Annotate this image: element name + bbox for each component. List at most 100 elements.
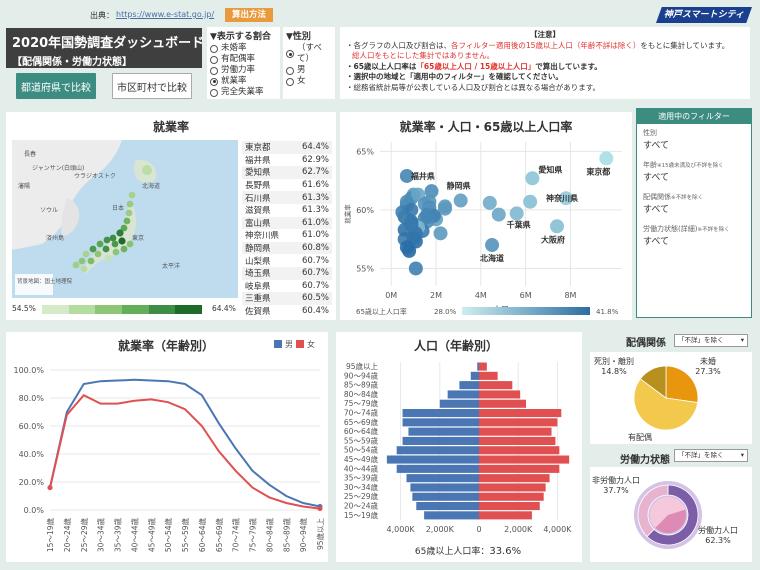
- scatter-point[interactable]: [491, 207, 506, 222]
- male-bar[interactable]: [396, 464, 479, 473]
- table-row[interactable]: 石川県 61.3%: [242, 191, 332, 204]
- scatter-point[interactable]: [509, 206, 524, 221]
- scatter-point[interactable]: [523, 194, 538, 209]
- male-bar[interactable]: [416, 502, 479, 511]
- scatter-point[interactable]: [424, 184, 439, 199]
- male-bar[interactable]: [459, 381, 479, 390]
- table-row[interactable]: 埼玉県 60.7%: [242, 266, 332, 280]
- line-point[interactable]: [317, 506, 323, 512]
- female-bar[interactable]: [479, 399, 527, 408]
- female-bar[interactable]: [479, 492, 544, 501]
- marital-dropdown[interactable]: 「不詳」を除く ▾: [674, 334, 748, 347]
- female-bar[interactable]: [479, 362, 487, 371]
- male-bar[interactable]: [412, 492, 479, 501]
- male-bar[interactable]: [402, 418, 479, 427]
- female-bar[interactable]: [479, 502, 540, 511]
- female-bar[interactable]: [479, 371, 498, 380]
- radio-option[interactable]: 有配偶率: [210, 54, 277, 65]
- female-bar[interactable]: [479, 446, 560, 455]
- pie-slice[interactable]: [665, 365, 699, 404]
- x-tick-label: 50～54歳: [163, 518, 173, 553]
- female-bar[interactable]: [479, 483, 546, 492]
- scatter-point[interactable]: [408, 261, 423, 276]
- male-bar[interactable]: [439, 399, 479, 408]
- male-bar[interactable]: [406, 474, 479, 483]
- table-row[interactable]: 滋賀県 61.3%: [242, 204, 332, 217]
- age-employment-line-chart[interactable]: 就業率（年齢別） 男 女 0.0% 20.0% 40.0% 60.0% 80.0% 100.0%…: [6, 332, 328, 562]
- pie-slice[interactable]: [633, 378, 699, 431]
- table-row[interactable]: 岐阜県 60.7%: [242, 280, 332, 293]
- scatter-point[interactable]: [485, 238, 500, 253]
- scatter-point[interactable]: [399, 168, 414, 183]
- source-link[interactable]: https://www.e-stat.go.jp/: [116, 10, 215, 19]
- scatter-point[interactable]: [437, 199, 452, 214]
- japan-map[interactable]: ジャンサン(白頭山) 長春 ウラジオストク 瀋陽 ソウル 済州島 日本 北海道 …: [12, 140, 238, 298]
- pie-slice[interactable]: [639, 365, 667, 399]
- male-bar[interactable]: [386, 455, 479, 464]
- male-bar[interactable]: [402, 409, 479, 418]
- male-bar[interactable]: [477, 362, 479, 371]
- male-bar[interactable]: [402, 436, 479, 445]
- radio-option[interactable]: 未婚率: [210, 43, 277, 54]
- scatter-point[interactable]: [599, 151, 614, 166]
- male-bar[interactable]: [470, 371, 479, 380]
- table-row[interactable]: 東京都 64.4%: [242, 141, 332, 154]
- scatter-point[interactable]: [399, 240, 414, 255]
- scatter-point[interactable]: [558, 191, 573, 206]
- population-pyramid[interactable]: 人口（年齢別） 4,000K 2,000K 0 2,000K 4,000K 95歳以上90～…: [336, 332, 582, 562]
- female-bar[interactable]: [479, 511, 532, 520]
- scatter-point[interactable]: [420, 207, 435, 222]
- male-bar[interactable]: [447, 390, 479, 399]
- table-row[interactable]: 神奈川県 61.0%: [242, 229, 332, 242]
- scatter-point[interactable]: [404, 214, 419, 229]
- female-bar[interactable]: [479, 409, 562, 418]
- table-row[interactable]: 長野県 61.6%: [242, 179, 332, 192]
- donut-inner-slice[interactable]: [655, 509, 686, 533]
- table-row[interactable]: 愛知県 62.7%: [242, 166, 332, 179]
- donut-slice[interactable]: [637, 484, 669, 538]
- male-bar[interactable]: [396, 446, 479, 455]
- donut-inner-slice[interactable]: [650, 497, 686, 528]
- female-bar[interactable]: [479, 455, 570, 464]
- male-bar[interactable]: [424, 511, 479, 520]
- table-row[interactable]: 佐賀県 60.4%: [242, 305, 332, 318]
- radio-option[interactable]: 就業率: [210, 76, 277, 87]
- pref-compare-button[interactable]: 都道府県で比較: [16, 73, 96, 99]
- female-bar[interactable]: [479, 418, 558, 427]
- x-tick-label: 40～44歳: [129, 518, 139, 553]
- radio-circle-icon: [286, 77, 294, 86]
- scatter-point[interactable]: [482, 195, 497, 210]
- scatter-point[interactable]: [453, 193, 468, 208]
- scatter-point[interactable]: [550, 219, 565, 234]
- scatter-point[interactable]: [433, 226, 448, 241]
- radio-option[interactable]: 労働力率: [210, 65, 277, 76]
- male-bar[interactable]: [410, 483, 479, 492]
- table-row[interactable]: 静岡県 60.8%: [242, 241, 332, 255]
- female-bar[interactable]: [479, 381, 513, 390]
- line-point[interactable]: [47, 485, 53, 491]
- table-row[interactable]: 福井県 62.9%: [242, 154, 332, 167]
- method-button[interactable]: 算出方法: [225, 8, 273, 22]
- series-line[interactable]: [49, 393, 321, 510]
- radio-option[interactable]: （すべて）: [286, 43, 332, 65]
- radio-option[interactable]: 男: [286, 65, 332, 76]
- female-bar[interactable]: [479, 464, 560, 473]
- scatter-point[interactable]: [404, 202, 419, 217]
- radio-option[interactable]: 女: [286, 76, 332, 87]
- table-row[interactable]: 富山県 61.0%: [242, 216, 332, 230]
- female-bar[interactable]: [479, 427, 552, 436]
- city-compare-button[interactable]: 市区町村で比較: [112, 73, 192, 99]
- series-line[interactable]: [49, 378, 321, 508]
- male-bar[interactable]: [408, 427, 479, 436]
- scatter-chart[interactable]: 0M2M4M6M8M55%60%65%人口就業率東京都神奈川県愛知県大阪府千葉県…: [340, 134, 632, 320]
- table-row[interactable]: 山梨県 60.7%: [242, 254, 332, 267]
- labor-dropdown[interactable]: 「不詳」を除く ▾: [674, 449, 748, 462]
- radio-option[interactable]: 完全失業率: [210, 87, 277, 98]
- female-bar[interactable]: [479, 474, 550, 483]
- female-bar[interactable]: [479, 436, 556, 445]
- table-row[interactable]: 三重県 60.5%: [242, 292, 332, 305]
- female-bar[interactable]: [479, 390, 521, 399]
- scatter-point[interactable]: [525, 171, 540, 186]
